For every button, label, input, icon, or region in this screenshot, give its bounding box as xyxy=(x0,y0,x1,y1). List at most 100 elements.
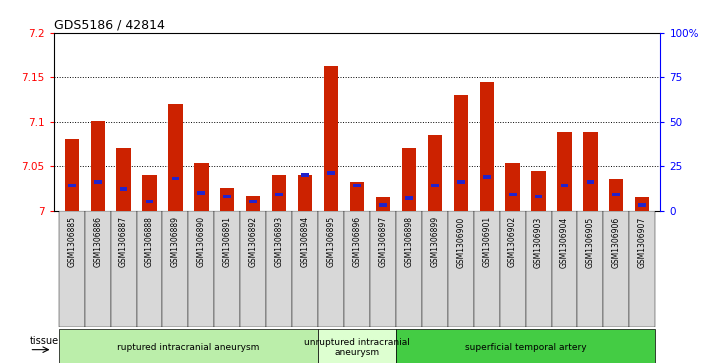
FancyBboxPatch shape xyxy=(578,211,603,327)
FancyBboxPatch shape xyxy=(241,211,266,327)
FancyBboxPatch shape xyxy=(526,211,551,327)
Text: GSM1306901: GSM1306901 xyxy=(482,216,491,268)
Text: superficial temporal artery: superficial temporal artery xyxy=(465,343,586,352)
FancyBboxPatch shape xyxy=(500,211,526,327)
Bar xyxy=(483,175,491,179)
Bar xyxy=(64,139,79,211)
Bar xyxy=(198,191,206,195)
Text: GSM1306905: GSM1306905 xyxy=(586,216,595,268)
Text: GSM1306896: GSM1306896 xyxy=(353,216,361,268)
Bar xyxy=(480,82,494,211)
Text: unruptured intracranial
aneurysm: unruptured intracranial aneurysm xyxy=(304,338,410,357)
Text: GSM1306888: GSM1306888 xyxy=(145,216,154,267)
Bar xyxy=(586,180,594,184)
Bar xyxy=(638,203,646,207)
Bar xyxy=(376,197,390,211)
Bar xyxy=(249,200,257,203)
Bar xyxy=(613,193,620,196)
Bar xyxy=(453,95,468,211)
Bar xyxy=(120,187,128,191)
Bar xyxy=(350,182,364,211)
Bar xyxy=(405,196,413,200)
FancyBboxPatch shape xyxy=(473,211,500,327)
Bar xyxy=(402,148,416,211)
Text: ruptured intracranial aneurysm: ruptured intracranial aneurysm xyxy=(117,343,260,352)
FancyBboxPatch shape xyxy=(396,211,422,327)
FancyBboxPatch shape xyxy=(318,211,344,327)
Bar xyxy=(327,171,335,175)
Bar xyxy=(428,135,442,211)
Bar xyxy=(298,175,312,211)
Bar xyxy=(558,132,572,211)
Text: GSM1306892: GSM1306892 xyxy=(248,216,258,267)
FancyBboxPatch shape xyxy=(163,211,188,327)
FancyBboxPatch shape xyxy=(111,211,136,327)
Bar xyxy=(91,121,105,211)
Bar xyxy=(560,184,568,187)
Bar xyxy=(220,188,234,211)
Bar xyxy=(276,193,283,196)
FancyBboxPatch shape xyxy=(603,211,629,327)
Text: GSM1306898: GSM1306898 xyxy=(404,216,413,267)
FancyBboxPatch shape xyxy=(629,211,655,327)
Bar xyxy=(301,173,309,177)
Text: GSM1306885: GSM1306885 xyxy=(67,216,76,267)
Text: GSM1306887: GSM1306887 xyxy=(119,216,128,267)
Text: tissue: tissue xyxy=(29,336,59,346)
Bar xyxy=(324,66,338,211)
Text: GSM1306891: GSM1306891 xyxy=(223,216,232,267)
Text: GSM1306902: GSM1306902 xyxy=(508,216,517,268)
FancyBboxPatch shape xyxy=(292,211,318,327)
Bar xyxy=(353,184,361,187)
FancyBboxPatch shape xyxy=(59,329,318,363)
Bar xyxy=(457,180,465,184)
Text: GSM1306893: GSM1306893 xyxy=(275,216,283,268)
Bar xyxy=(431,184,438,187)
Bar xyxy=(116,148,131,211)
Bar xyxy=(609,179,623,211)
Bar xyxy=(68,184,76,187)
Bar xyxy=(379,203,387,207)
FancyBboxPatch shape xyxy=(85,211,111,327)
Bar xyxy=(146,200,154,203)
Bar xyxy=(246,196,261,211)
FancyBboxPatch shape xyxy=(136,211,163,327)
Bar xyxy=(142,175,156,211)
Bar xyxy=(171,177,179,180)
FancyBboxPatch shape xyxy=(370,211,396,327)
FancyBboxPatch shape xyxy=(448,211,473,327)
FancyBboxPatch shape xyxy=(344,211,370,327)
Bar xyxy=(194,163,208,211)
Text: GSM1306889: GSM1306889 xyxy=(171,216,180,267)
Bar xyxy=(94,180,101,184)
Text: GSM1306897: GSM1306897 xyxy=(378,216,388,268)
Bar xyxy=(223,195,231,198)
Bar xyxy=(509,193,516,196)
Bar xyxy=(583,132,598,211)
Text: GSM1306907: GSM1306907 xyxy=(638,216,647,268)
Text: GSM1306904: GSM1306904 xyxy=(560,216,569,268)
Bar xyxy=(531,171,545,211)
FancyBboxPatch shape xyxy=(422,211,448,327)
Bar xyxy=(635,197,650,211)
FancyBboxPatch shape xyxy=(188,211,214,327)
FancyBboxPatch shape xyxy=(266,211,292,327)
Text: GSM1306899: GSM1306899 xyxy=(431,216,439,268)
FancyBboxPatch shape xyxy=(214,211,241,327)
Text: GSM1306900: GSM1306900 xyxy=(456,216,466,268)
Text: GSM1306886: GSM1306886 xyxy=(93,216,102,267)
FancyBboxPatch shape xyxy=(551,211,578,327)
FancyBboxPatch shape xyxy=(318,329,396,363)
FancyBboxPatch shape xyxy=(59,211,85,327)
Bar xyxy=(535,195,543,198)
Text: GSM1306903: GSM1306903 xyxy=(534,216,543,268)
Text: GSM1306906: GSM1306906 xyxy=(612,216,621,268)
Text: GSM1306890: GSM1306890 xyxy=(197,216,206,268)
Text: GDS5186 / 42814: GDS5186 / 42814 xyxy=(54,19,164,32)
Text: GSM1306895: GSM1306895 xyxy=(326,216,336,268)
Bar xyxy=(506,163,520,211)
FancyBboxPatch shape xyxy=(396,329,655,363)
Bar xyxy=(272,175,286,211)
Text: GSM1306894: GSM1306894 xyxy=(301,216,310,268)
Bar xyxy=(169,104,183,211)
